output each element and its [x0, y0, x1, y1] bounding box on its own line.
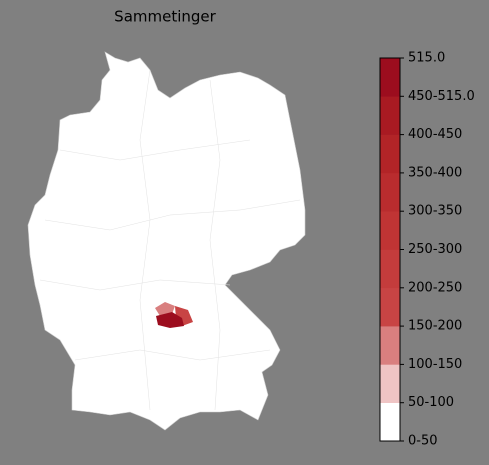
- country-shape: [27, 51, 306, 431]
- colorbar-label: 150-200: [408, 319, 462, 334]
- colorbar-segment: [380, 249, 400, 289]
- colorbar-label: 0-50: [408, 434, 438, 449]
- colorbar-segment: [380, 96, 400, 135]
- district-lines: [39, 69, 301, 411]
- region-dark: [156, 312, 184, 328]
- colorbar-label: 250-300: [408, 242, 462, 257]
- colorbar-label: 350-400: [408, 165, 462, 180]
- colorbar-segment: [380, 172, 400, 212]
- colorbar-segment: [380, 402, 400, 442]
- colorbar-label: 200-250: [408, 280, 462, 295]
- colorbar-label: 400-450: [408, 127, 462, 142]
- colorbar-segment: [380, 134, 400, 174]
- colorbar-label: 100-150: [408, 357, 462, 372]
- colorbar: 0-50 50-100 100-150 150-200 200-250 250-300 30…: [379, 51, 475, 449]
- colorbar-segment: [380, 58, 400, 97]
- colorbar-label: 515.0: [408, 51, 445, 66]
- colorbar-segment: [380, 211, 400, 250]
- colorbar-label: 450-515.0: [408, 89, 475, 104]
- colorbar-segment: [380, 364, 400, 403]
- colorbar-segment: [380, 326, 400, 365]
- colorbar-label: 50-100: [408, 395, 454, 410]
- germany-map: [27, 51, 306, 431]
- colorbar-segment: [380, 287, 400, 327]
- map-title: Sammetinger: [114, 8, 216, 26]
- colorbar-label: 300-350: [408, 204, 462, 219]
